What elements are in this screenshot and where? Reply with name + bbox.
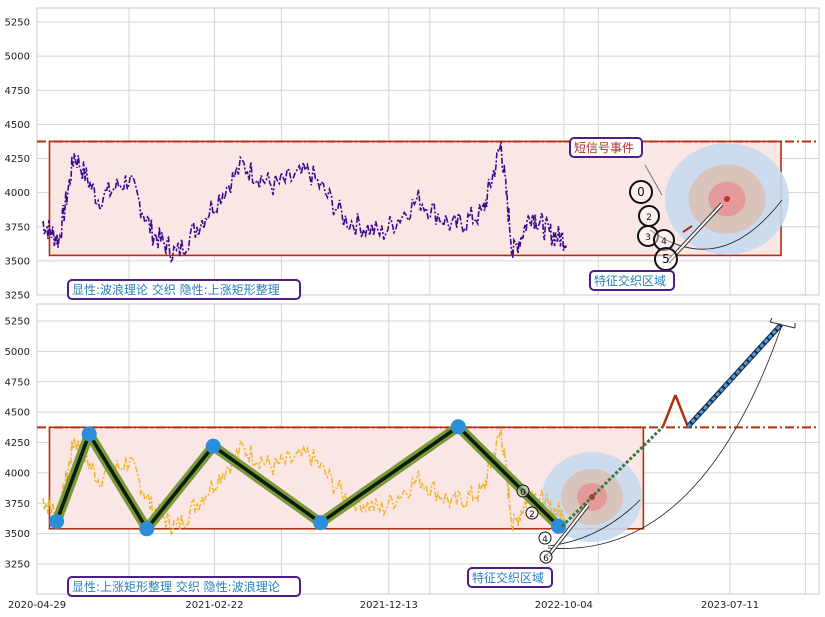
signal-marker-label: 5 [662, 252, 670, 266]
feature-zone-label: 特征交织区域 [472, 570, 544, 585]
signal-event-label: 短信号事件 [574, 141, 634, 155]
wave-point [139, 521, 155, 537]
top-plot-frame [36, 7, 820, 296]
signal-marker-label: 2 [529, 510, 535, 520]
projection-target-line [686, 323, 783, 428]
x-tick-label: 2021-02-22 [185, 600, 243, 611]
projection-rise [661, 394, 677, 428]
pattern-label: 显性:上涨矩形整理 交织 隐性:波浪理论 [72, 579, 280, 594]
wave-point [450, 419, 466, 435]
y-tick-label: 4250 [5, 438, 30, 449]
y-tick-label: 4000 [5, 468, 30, 479]
y-tick-label: 3250 [5, 291, 30, 302]
pattern-label: 显性:波浪理论 交织 隐性:上涨矩形整理 [72, 282, 280, 297]
y-tick-label: 3250 [5, 560, 30, 571]
signal-tick [682, 225, 693, 233]
signal-marker [637, 225, 659, 247]
signal-marker [629, 180, 653, 204]
y-tick-label: 5250 [5, 317, 30, 328]
feature-zone-label-box [467, 567, 553, 588]
projection-curve [649, 199, 783, 250]
target-cap [769, 317, 796, 329]
signal-marker [516, 484, 530, 498]
feature-zone-label: 特征交织区域 [594, 273, 666, 288]
feature-zone-label-box [589, 270, 675, 291]
bottom-x-axis: 2020-04-29 2021-02-22 2021-12-13 2022-10-04… [8, 600, 759, 611]
bottom-plot-frame [36, 303, 820, 595]
signal-marker [653, 229, 675, 251]
y-tick-label: 3500 [5, 529, 30, 540]
projection-breakout [561, 425, 665, 528]
y-tick-label: 3750 [5, 222, 30, 233]
target-center [724, 196, 730, 202]
projection-pullback [674, 394, 690, 428]
signal-marker [539, 550, 553, 564]
signal-marker-label: 6 [543, 554, 549, 564]
y-tick-label: 5000 [5, 347, 30, 358]
y-tick-label: 5000 [5, 52, 30, 63]
signal-arrow-inner [667, 203, 723, 263]
wave-point [313, 515, 329, 531]
signal-arrow-inner [547, 504, 589, 557]
y-tick-label: 4750 [5, 377, 30, 388]
x-tick-label: 2023-07-11 [701, 600, 759, 611]
y-tick-label: 4500 [5, 408, 30, 419]
wave-point [205, 438, 221, 454]
signal-marker [538, 531, 552, 545]
x-tick-label: 2022-10-04 [535, 600, 593, 611]
signal-marker-label: 0 [520, 488, 526, 498]
y-tick-label: 3500 [5, 256, 30, 267]
signal-marker [525, 506, 539, 520]
signal-marker-label: 4 [661, 237, 667, 247]
pattern-label-box [67, 576, 301, 597]
wave-point [551, 518, 567, 534]
y-tick-label: 5250 [5, 18, 30, 29]
top-y-axis: 3250 3500 3750 4000 4250 4500 4750 5000 5250 [5, 18, 30, 302]
wave-point [81, 426, 97, 442]
x-tick-label: 2021-12-13 [360, 600, 418, 611]
signal-marker-label: 3 [645, 233, 651, 243]
x-tick-label: 2020-04-29 [8, 600, 66, 611]
signal-marker-label: 0 [637, 185, 645, 199]
signal-marker-label: 2 [646, 213, 652, 223]
y-tick-label: 3750 [5, 499, 30, 510]
pattern-label-box [67, 279, 301, 300]
signal-pointer [644, 164, 663, 196]
price-line [41, 141, 568, 264]
y-tick-label: 4250 [5, 154, 30, 165]
y-tick-label: 4750 [5, 86, 30, 97]
signal-marker-label: 4 [542, 535, 548, 545]
signal-event-label-box [569, 137, 643, 158]
bottom-y-axis: 3250 3500 3750 4000 4250 4500 4750 5000 5250 [5, 317, 30, 571]
projection-curve [547, 324, 783, 549]
wave-point [49, 513, 65, 529]
y-tick-label: 4000 [5, 188, 30, 199]
y-tick-label: 4500 [5, 120, 30, 131]
